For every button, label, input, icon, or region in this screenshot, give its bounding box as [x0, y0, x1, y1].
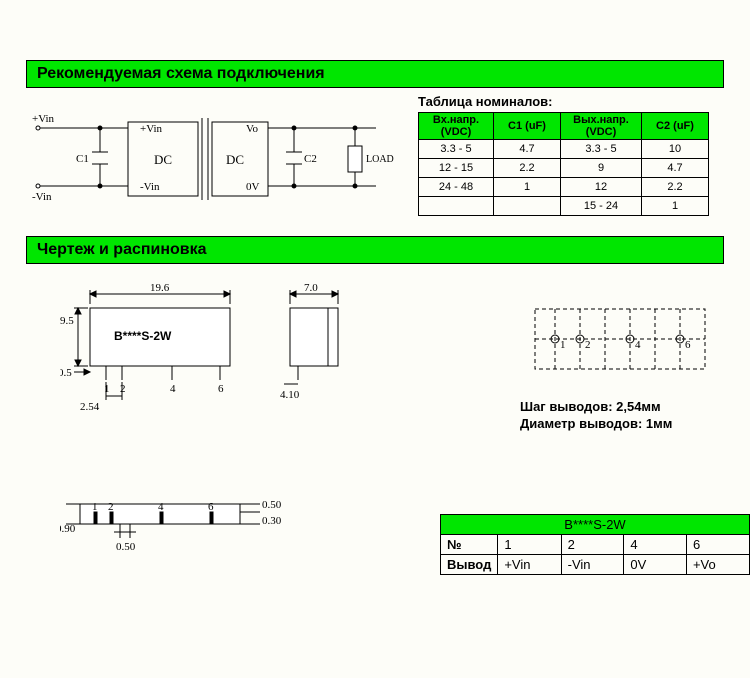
ratings-table: Вх.напр. (VDC) C1 (uF) Вых.напр. (VDC) C…: [418, 112, 709, 216]
table-row: 24 - 481122.2: [419, 178, 709, 197]
svg-text:2: 2: [120, 383, 126, 395]
section1: +Vin -Vin DC Vo 0V DC +Vin -Vin C1: [0, 88, 750, 228]
svg-text:2: 2: [585, 339, 591, 351]
ratings-col-3: C2 (uF): [642, 113, 709, 140]
svg-text:1: 1: [92, 501, 98, 513]
svg-text:DC: DC: [154, 152, 172, 167]
pitch-line1: Шаг выводов: 2,54мм: [520, 399, 672, 416]
ratings-title: Таблица номиналов:: [418, 94, 552, 109]
table-row: № 1 2 4 6: [441, 535, 750, 555]
svg-text:2: 2: [108, 501, 114, 513]
svg-text:6: 6: [208, 501, 214, 513]
pinout-title: B****S-2W: [441, 515, 750, 535]
section1-header: Рекомендуемая схема подключения: [26, 60, 724, 88]
section2-header: Чертеж и распиновка: [26, 236, 724, 264]
section2: 19.6 9.5 B****S-2W 1 2 4 6 0.5: [0, 264, 750, 614]
mech-front-drawing: 19.6 9.5 B****S-2W 1 2 4 6 0.5: [60, 284, 260, 414]
pitch-text: Шаг выводов: 2,54мм Диаметр выводов: 1мм: [520, 399, 672, 433]
svg-text:0.50: 0.50: [116, 541, 136, 553]
svg-text:4.10: 4.10: [280, 389, 300, 401]
svg-text:+Vin: +Vin: [32, 113, 55, 125]
schematic-diagram: +Vin -Vin DC Vo 0V DC +Vin -Vin C1: [26, 108, 396, 218]
svg-text:0.50: 0.50: [262, 499, 282, 511]
svg-text:B****S-2W: B****S-2W: [114, 329, 172, 343]
svg-text:4: 4: [635, 339, 641, 351]
table-row: Вывод +Vin -Vin 0V +Vo: [441, 555, 750, 575]
svg-text:1: 1: [104, 383, 110, 395]
svg-text:19.6: 19.6: [150, 284, 170, 294]
svg-text:4: 4: [170, 383, 176, 395]
svg-text:DC: DC: [226, 152, 244, 167]
pinout-table: B****S-2W № 1 2 4 6 Вывод +Vin -Vin 0V +…: [440, 514, 750, 575]
svg-text:C2: C2: [304, 153, 317, 165]
mech-side-drawing: 7.0 4.10: [280, 284, 370, 414]
svg-text:0V: 0V: [246, 181, 260, 193]
svg-text:0.90: 0.90: [60, 523, 76, 535]
svg-text:2.54: 2.54: [80, 401, 100, 413]
svg-text:Vo: Vo: [246, 123, 259, 135]
svg-text:LOAD: LOAD: [366, 154, 394, 165]
mech-bottom-drawing: 1 2 4 6 0.50 0.30 0.90 0.50: [60, 484, 290, 564]
svg-text:-Vin: -Vin: [32, 191, 52, 203]
svg-text:6: 6: [685, 339, 691, 351]
svg-text:7.0: 7.0: [304, 284, 318, 294]
svg-text:C1: C1: [76, 153, 89, 165]
pitch-line2: Диаметр выводов: 1мм: [520, 416, 672, 433]
svg-text:1: 1: [560, 339, 566, 351]
svg-text:9.5: 9.5: [60, 315, 74, 327]
table-row: 15 - 241: [419, 197, 709, 216]
svg-text:0.30: 0.30: [262, 515, 282, 527]
table-row: 12 - 152.294.7: [419, 159, 709, 178]
svg-text:4: 4: [158, 501, 164, 513]
svg-text:0.5: 0.5: [60, 367, 72, 379]
table-row: 3.3 - 54.73.3 - 510: [419, 140, 709, 159]
ratings-col-0: Вх.напр. (VDC): [419, 113, 494, 140]
svg-text:+Vin: +Vin: [140, 123, 163, 135]
ratings-col-2: Вых.напр. (VDC): [561, 113, 642, 140]
svg-text:-Vin: -Vin: [140, 181, 160, 193]
svg-text:6: 6: [218, 383, 224, 395]
ratings-col-1: C1 (uF): [494, 113, 561, 140]
footprint-drawing: 1 2 4 6: [530, 304, 710, 384]
